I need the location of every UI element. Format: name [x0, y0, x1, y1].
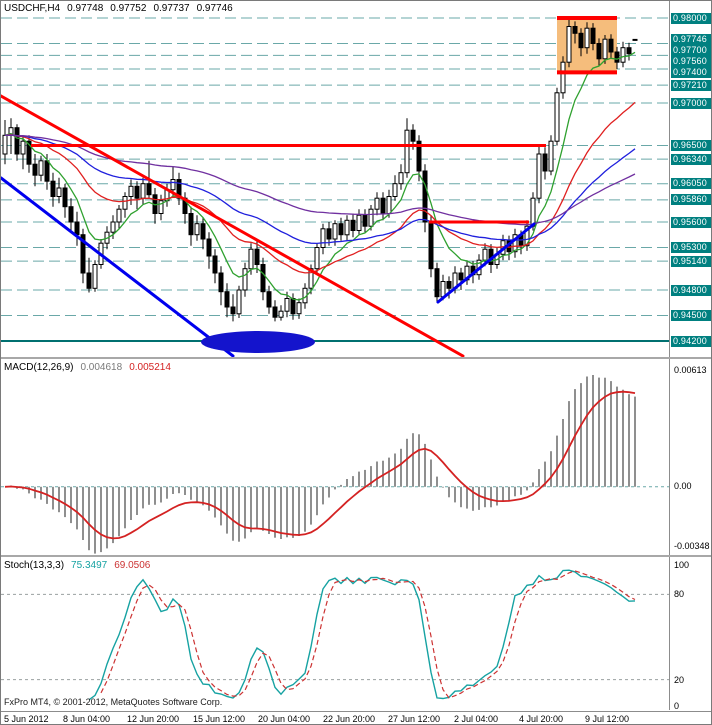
time-axis-label: 27 Jun 12:00 — [388, 714, 441, 724]
price-scale-label: 0.98000 — [671, 12, 711, 24]
price-scale-label: 0.97400 — [671, 67, 711, 79]
time-axis-label: 5 Jun 2012 — [4, 714, 49, 724]
stoch-scale-label: 100 — [674, 560, 690, 570]
stoch-value-d: 69.0506 — [114, 560, 151, 571]
time-axis-label: 15 Jun 12:00 — [193, 714, 246, 724]
time-axis-label: 22 Jun 20:00 — [323, 714, 376, 724]
macd-scale-label: 0.00 — [674, 480, 692, 491]
price-scale-label: 0.97746 — [671, 34, 711, 46]
price-scale-label: 0.97000 — [671, 97, 711, 109]
copyright-text: FxPro MT4, © 2001-2012, MetaQuotes Softw… — [4, 697, 223, 707]
ohlc-low: 0.97737 — [153, 3, 190, 14]
time-axis-label: 4 Jul 20:00 — [519, 714, 564, 724]
macd-name: MACD(12,26,9) — [4, 362, 74, 373]
stoch-name: Stoch(13,3,3) — [4, 560, 65, 571]
stoch-scale: 100 80 20 0 — [669, 557, 711, 711]
price-scale-label: 0.97700 — [671, 45, 711, 57]
ohlc-close: 0.97746 — [196, 3, 233, 14]
price-scale[interactable]: 0.98000 0.97746 0.97700 0.97560 0.97400 0.972… — [669, 1, 711, 357]
time-axis-label: 8 Jun 04:00 — [63, 714, 111, 724]
price-scale-label: 0.96500 — [671, 140, 711, 151]
stoch-value-k: 75.3497 — [71, 560, 108, 571]
panel-separator[interactable] — [1, 357, 711, 359]
macd-scale-label: 0.00613 — [674, 365, 707, 375]
stoch-scale-label: 0 — [674, 701, 680, 711]
ohlc-open: 0.97748 — [67, 3, 104, 14]
price-scale-label: 0.94200 — [671, 335, 711, 347]
price-scale-label: 0.95140 — [671, 255, 711, 267]
symbol-timeframe-text: USDCHF,H4 — [4, 3, 61, 14]
price-scale-label: 0.96340 — [671, 153, 711, 165]
time-axis-label: 12 Jun 20:00 — [127, 714, 180, 724]
price-scale-label: 0.94800 — [671, 284, 711, 296]
time-axis-label: 20 Jun 04:00 — [258, 714, 311, 724]
ohlc-high: 0.97752 — [110, 3, 147, 14]
macd-value-main: 0.004618 — [80, 362, 123, 373]
price-scale-label: 0.96050 — [671, 178, 711, 190]
stoch-scale-label: 80 — [674, 589, 685, 600]
price-scale-label: 0.95860 — [671, 194, 711, 206]
price-scale-label: 0.97560 — [671, 56, 711, 68]
stoch-label: Stoch(13,3,3) 75.3497 69.0506 — [4, 560, 150, 571]
panel-separator[interactable] — [1, 555, 711, 557]
macd-scale-label: -0.00348 — [674, 541, 710, 551]
time-axis[interactable]: 5 Jun 2012 8 Jun 04:00 12 Jun 20:00 15 Jun … — [1, 711, 711, 724]
price-chart-canvas[interactable] — [1, 1, 669, 357]
price-scale-label: 0.97210 — [671, 79, 711, 91]
time-axis-label: 9 Jul 12:00 — [585, 714, 630, 724]
time-axis-label: 2 Jul 04:00 — [454, 714, 499, 724]
macd-label: MACD(12,26,9) 0.004618 0.005214 — [4, 362, 171, 373]
price-scale-label: 0.95300 — [671, 242, 711, 253]
chart-symbol-label: USDCHF,H4 0.97748 0.97752 0.97737 0.97746 — [4, 3, 233, 14]
stoch-canvas[interactable] — [1, 557, 669, 710]
price-scale-label: 0.95600 — [671, 216, 711, 228]
stoch-scale-label: 20 — [674, 674, 685, 685]
price-scale-label: 0.94500 — [671, 310, 711, 321]
macd-scale: 0.00613 0.00 -0.00348 — [669, 359, 711, 555]
macd-canvas[interactable] — [1, 359, 669, 555]
macd-value-signal: 0.005214 — [129, 362, 171, 373]
